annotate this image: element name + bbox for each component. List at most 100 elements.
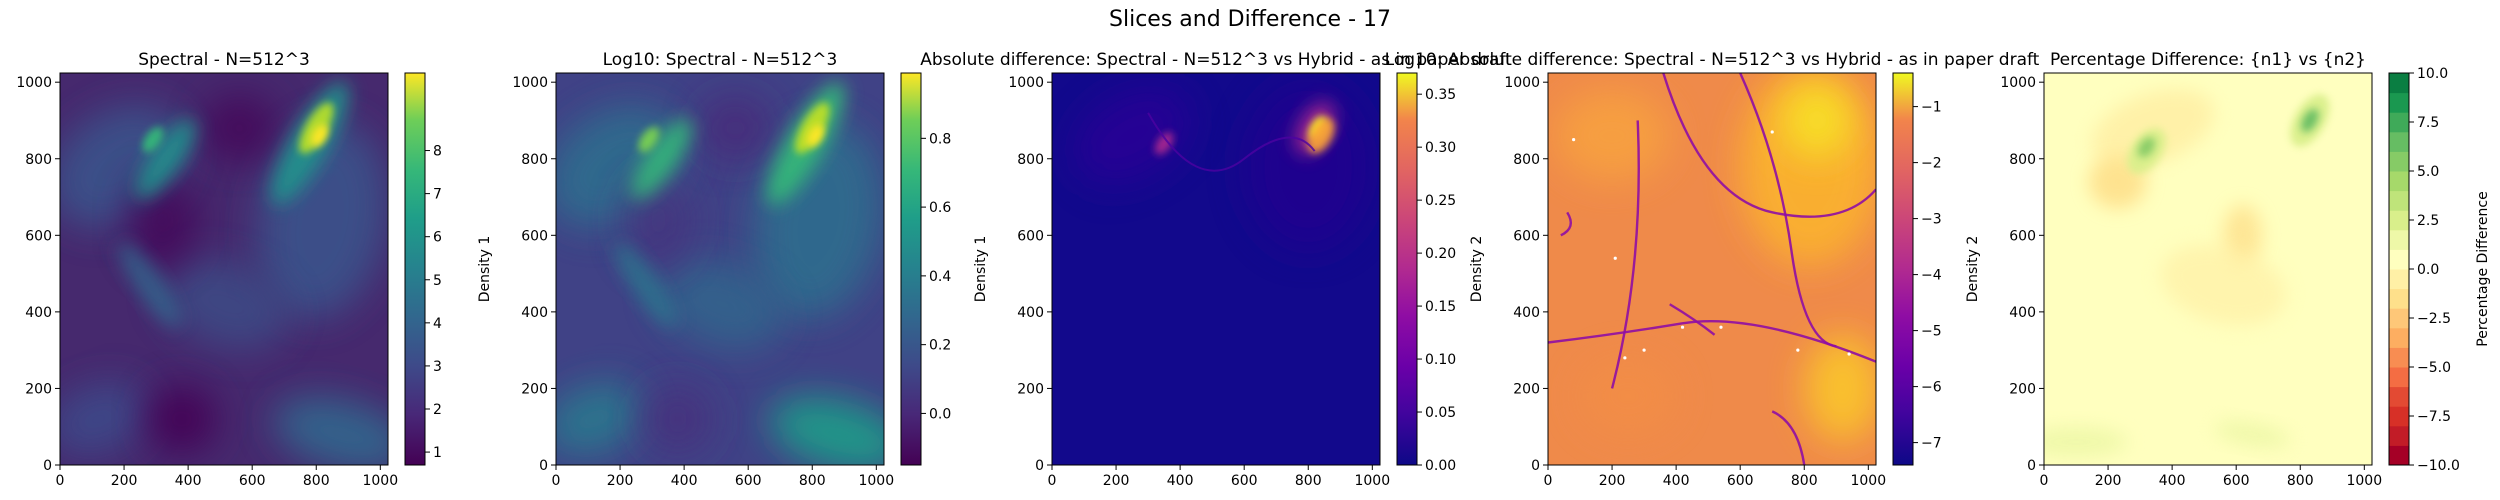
axes-frame bbox=[59, 72, 389, 466]
x-tick-label: 1000 bbox=[362, 473, 398, 489]
heatmap-feature bbox=[1154, 132, 1174, 155]
chart-title: Absolute difference: Spectral - N=512^3 … bbox=[920, 50, 1512, 70]
heatmap-feature bbox=[1804, 334, 1876, 443]
heatmap-feature bbox=[696, 93, 774, 163]
colorbar-tick-label: −3 bbox=[1921, 212, 1942, 228]
heatmap-feature bbox=[806, 124, 824, 147]
colorbar-tick-label: 6 bbox=[433, 230, 442, 246]
colorbar-tick-label: 0.8 bbox=[929, 131, 951, 147]
heatmap-feature bbox=[2137, 137, 2156, 158]
y-tick-label: 600 bbox=[521, 228, 548, 244]
y-tick-label: 400 bbox=[1017, 305, 1044, 321]
heatmap-feature bbox=[135, 118, 196, 200]
heatmap-feature bbox=[1796, 348, 1800, 352]
heatmap-feature bbox=[1580, 357, 1677, 435]
heatmap-feature bbox=[1554, 89, 1670, 182]
chart-panel: Spectral - N=512^3 0 200 400 600 800 1000 0 200 4… bbox=[16, 50, 493, 489]
colorbar-tick-label: 4 bbox=[433, 316, 442, 332]
heatmap-feature bbox=[200, 93, 278, 163]
colorbar-band bbox=[2389, 308, 2409, 329]
heatmap-image bbox=[1548, 73, 1876, 465]
x-tick-label: 1000 bbox=[1354, 473, 1390, 489]
colorbar-band bbox=[2389, 229, 2409, 250]
heatmap-image bbox=[1052, 73, 1380, 465]
x-tick-label: 200 bbox=[1103, 473, 1130, 489]
y-tick-label: 800 bbox=[521, 152, 548, 168]
heatmap-feature bbox=[556, 382, 645, 456]
y-tick-label: 0 bbox=[43, 458, 52, 474]
heatmap-feature bbox=[1662, 73, 1876, 218]
x-tick-label: 1000 bbox=[2346, 473, 2382, 489]
y-tick-label: 600 bbox=[25, 228, 52, 244]
y-tick-label: 200 bbox=[25, 381, 52, 397]
colorbar-band bbox=[2389, 386, 2409, 407]
axes-frame bbox=[2043, 72, 2373, 466]
colorbar-tick-label: 1 bbox=[433, 445, 442, 461]
colorbar-tick-label: 0.05 bbox=[1425, 405, 1456, 421]
heatmap-feature bbox=[1072, 87, 1192, 185]
x-tick-label: 400 bbox=[1167, 473, 1194, 489]
x-tick-label: 400 bbox=[1663, 473, 1690, 489]
heatmap-feature bbox=[2091, 89, 2215, 168]
chart-title: Log10: Absolute difference: Spectral - N… bbox=[1385, 50, 2040, 70]
colorbar-tick-label: 5.0 bbox=[2417, 164, 2439, 180]
x-tick-label: 1000 bbox=[858, 473, 894, 489]
axes-frame bbox=[555, 72, 885, 466]
colorbar-tick-label: 0.25 bbox=[1425, 193, 1456, 209]
colorbar-tick-label: −6 bbox=[1921, 380, 1942, 396]
y-tick-label: 200 bbox=[521, 381, 548, 397]
y-tick-label: 0 bbox=[1531, 458, 1540, 474]
heatmap-feature bbox=[614, 242, 678, 328]
colorbar-label: Density 2 bbox=[1469, 236, 1485, 303]
heatmap-feature bbox=[1781, 82, 1853, 159]
x-tick-label: 0 bbox=[56, 473, 65, 489]
heatmap-feature bbox=[310, 124, 328, 147]
x-tick-label: 1000 bbox=[1850, 473, 1886, 489]
heatmap-feature bbox=[60, 382, 149, 456]
colorbar-tick-label: 0.4 bbox=[929, 269, 951, 285]
heatmap-feature bbox=[2160, 244, 2287, 326]
colorbar-tick-label: 2 bbox=[433, 402, 442, 418]
y-tick-label: 600 bbox=[1513, 228, 1540, 244]
colorbar-band bbox=[2389, 425, 2409, 446]
chart-title: Percentage Difference: {n1} vs {n2} bbox=[2050, 50, 2366, 70]
y-tick-label: 1000 bbox=[1008, 75, 1044, 91]
colorbar-band bbox=[2389, 131, 2409, 152]
heatmap-feature bbox=[1244, 82, 1373, 251]
x-tick-label: 200 bbox=[2095, 473, 2122, 489]
colorbar-tick-label: −2.5 bbox=[2417, 311, 2451, 327]
x-tick-label: 800 bbox=[799, 473, 826, 489]
heatmap-feature bbox=[118, 242, 182, 328]
colorbar-band bbox=[2389, 151, 2409, 172]
x-tick-label: 600 bbox=[1231, 473, 1258, 489]
y-tick-label: 400 bbox=[1513, 305, 1540, 321]
colorbar bbox=[2389, 73, 2409, 466]
y-tick-label: 400 bbox=[521, 305, 548, 321]
heatmap-feature bbox=[1669, 303, 1716, 336]
colorbar-tick-label: 0.2 bbox=[929, 338, 951, 354]
colorbar-band bbox=[2389, 367, 2409, 388]
x-tick-label: 400 bbox=[2159, 473, 2186, 489]
x-tick-label: 800 bbox=[2287, 473, 2314, 489]
x-tick-label: 0 bbox=[2040, 473, 2049, 489]
colorbar-band bbox=[2389, 171, 2409, 192]
y-tick-label: 800 bbox=[25, 152, 52, 168]
colorbar-band bbox=[2389, 73, 2409, 94]
colorbar-tick-label: 3 bbox=[433, 359, 442, 375]
x-tick-label: 0 bbox=[552, 473, 561, 489]
y-tick-label: 800 bbox=[1017, 152, 1044, 168]
y-tick-label: 400 bbox=[25, 305, 52, 321]
colorbar-tick-label: −7 bbox=[1921, 436, 1942, 452]
colorbar bbox=[405, 73, 425, 465]
colorbar-tick-label: 0.20 bbox=[1425, 246, 1456, 262]
colorbar-frame bbox=[900, 72, 922, 466]
heatmap-feature bbox=[795, 102, 830, 154]
heatmap-feature bbox=[769, 396, 884, 465]
heatmap-feature bbox=[1680, 325, 1685, 329]
x-tick-label: 600 bbox=[2223, 473, 2250, 489]
colorbar-tick-label: 0.30 bbox=[1425, 140, 1456, 156]
chart-panel: Log10: Absolute difference: Spectral - N… bbox=[1385, 50, 2040, 489]
colorbar-label: Density 1 bbox=[973, 236, 989, 303]
chart-panel: Absolute difference: Spectral - N=512^3 … bbox=[920, 50, 1512, 489]
